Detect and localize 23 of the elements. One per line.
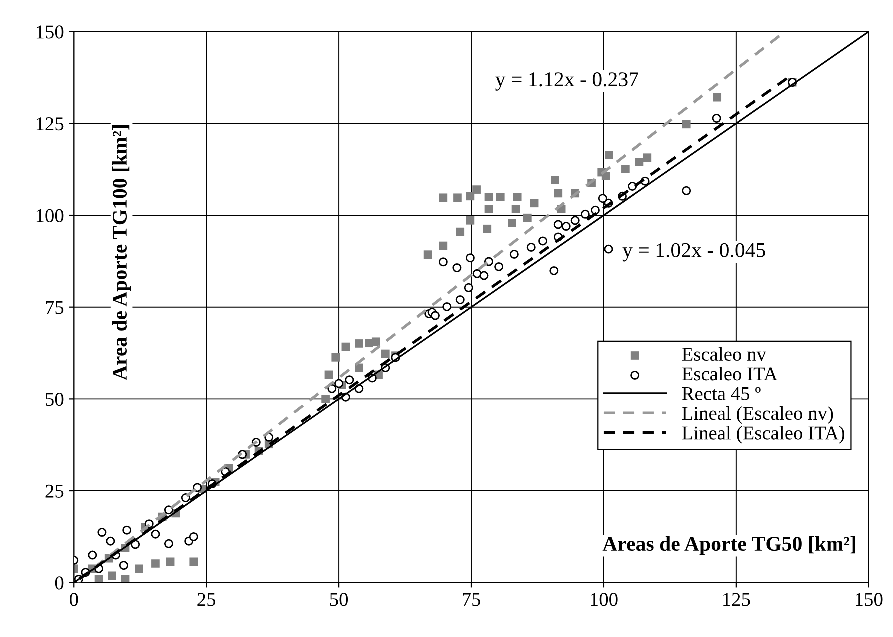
y-tick-label: 100 <box>36 209 64 222</box>
x-tick-label: 100 <box>591 593 618 606</box>
x-tick-label: 75 <box>463 593 480 606</box>
y-tick-label: 0 <box>55 576 64 590</box>
y-tick-label: 75 <box>46 301 64 314</box>
x-tick-label: 0 <box>70 593 78 606</box>
y-tick-label: 50 <box>46 393 64 406</box>
annotation: y = 1.12x - 0.237 <box>496 72 638 91</box>
y-tick-label: 25 <box>46 484 64 498</box>
legend-label: Recta 45 º <box>682 387 761 400</box>
legend-label: Lineal (Escaleo nv) <box>682 406 834 424</box>
legend-label: Escaleo ITA <box>682 367 778 381</box>
x-tick-label: 150 <box>856 593 883 606</box>
x-axis-title: Areas de Aporte TG50 [km²] <box>602 536 856 556</box>
y-tick-label: 150 <box>36 26 64 39</box>
x-tick-label: 25 <box>198 593 216 606</box>
annotation: y = 1.02x - 0.045 <box>622 243 766 262</box>
x-tick-label: 125 <box>724 593 750 606</box>
legend-label: Escaleo nv <box>682 347 767 362</box>
y-tick-label: 125 <box>36 118 64 131</box>
x-tick-label: 50 <box>330 593 348 606</box>
y-axis-title: Area de Aporte TG100 [km²] <box>112 125 132 380</box>
legend-label: Lineal (Escaleo ITA) <box>682 426 845 444</box>
